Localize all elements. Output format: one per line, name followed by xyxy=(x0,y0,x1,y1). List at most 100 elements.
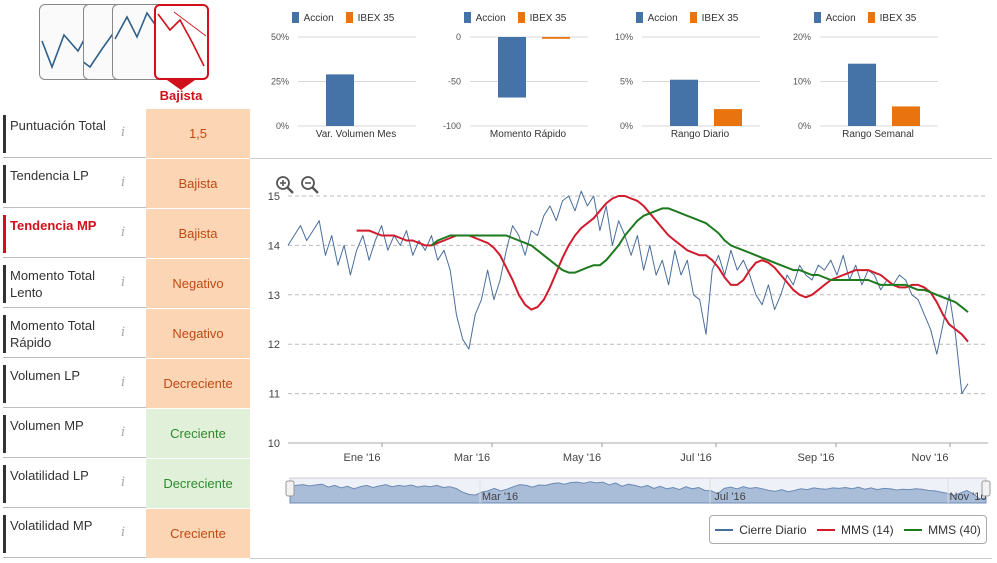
bottom-divider xyxy=(250,558,992,559)
trend-lateral-icon xyxy=(41,24,93,70)
x-tick-label: Ene '16 xyxy=(344,452,381,464)
mini-legend-accion: Accion xyxy=(463,12,506,28)
legend-label: Cierre Diario xyxy=(739,522,807,537)
mini-legend-ibex: IBEX 35 xyxy=(867,12,916,28)
info-icon[interactable]: i xyxy=(121,475,126,490)
trend-selected-label: Bajista xyxy=(159,88,203,103)
y-tick-label: 10% xyxy=(615,32,633,42)
legend-label: MMS (40) xyxy=(928,522,981,537)
navigator-handle-left[interactable] xyxy=(285,480,295,497)
series-line-mms-40 xyxy=(430,207,969,313)
indicator-row: Volumen LP i Decreciente xyxy=(3,359,250,408)
indicator-row: Volumen MP i Creciente xyxy=(3,409,250,458)
trend-option-bajista[interactable] xyxy=(154,4,209,80)
legend-label: MMS (14) xyxy=(840,522,894,537)
indicator-label: Momento Total Rápido xyxy=(10,318,96,350)
bar-accion xyxy=(670,79,698,126)
row-marker xyxy=(3,415,6,453)
indicator-row: Tendencia MP i Bajista xyxy=(3,209,250,258)
navigator-tick-label: Mar '16 xyxy=(482,491,518,503)
bar-ibex xyxy=(892,106,920,126)
y-tick-label: 10 xyxy=(268,438,280,450)
y-tick-label: 0% xyxy=(276,121,289,131)
info-icon[interactable]: i xyxy=(121,275,126,290)
navigator-handle-right[interactable] xyxy=(981,480,991,497)
indicator-row: Puntuación Total i 1,5 xyxy=(3,109,250,158)
indicator-value: Decreciente xyxy=(146,359,250,408)
info-icon[interactable]: i xyxy=(121,225,126,240)
bar-accion xyxy=(498,37,526,98)
info-icon[interactable]: i xyxy=(121,175,126,190)
y-tick-label: 50% xyxy=(271,32,289,42)
row-marker xyxy=(3,165,6,203)
bar-accion xyxy=(326,74,354,126)
mini-legend-accion: Accion xyxy=(813,12,856,28)
indicator-value: Negativo xyxy=(146,309,250,358)
y-tick-label: 20% xyxy=(793,32,811,42)
mini-legend-accion: Accion xyxy=(635,12,678,28)
indicator-value: Bajista xyxy=(146,159,250,208)
row-marker xyxy=(3,515,6,553)
zoom-out-icon[interactable] xyxy=(300,175,320,195)
chart-legend: Cierre Diario MMS (14) MMS (40) xyxy=(709,515,987,544)
series-line-cierre-diario xyxy=(287,190,969,395)
info-icon[interactable]: i xyxy=(121,375,126,390)
info-icon[interactable]: i xyxy=(121,425,126,440)
legend-cierre-diario[interactable]: Cierre Diario xyxy=(715,522,807,537)
mini-chart-title: Var. Volumen Mes xyxy=(315,129,397,140)
x-tick-label: Nov '16 xyxy=(912,452,949,464)
indicator-label: Volumen MP xyxy=(10,418,84,433)
indicator-value: Creciente xyxy=(146,409,250,458)
mini-legend: Accion IBEX 35 xyxy=(780,12,950,28)
y-tick-label: 0% xyxy=(620,121,633,131)
mini-chart-title: Rango Diario xyxy=(670,129,730,140)
indicator-row: Momento Total Lento i Negativo xyxy=(3,259,250,308)
y-tick-label: 11 xyxy=(269,389,280,401)
zoom-in-icon[interactable] xyxy=(275,175,295,195)
mini-bar-chart: Accion IBEX 35 Rango Semanal 20% 10% 0% xyxy=(780,12,950,147)
indicator-label: Momento Total Lento xyxy=(10,268,96,300)
y-tick-label: 0% xyxy=(798,121,811,131)
legend-mms-14[interactable]: MMS (14) xyxy=(816,522,894,537)
trend-lateral-alcista-icon xyxy=(114,11,162,40)
navigator-tick-label: Jul '16 xyxy=(714,491,745,503)
info-icon[interactable]: i xyxy=(121,525,126,540)
y-tick-label: -100 xyxy=(443,121,461,131)
y-tick-label: 12 xyxy=(268,339,280,351)
indicator-label: Tendencia LP xyxy=(10,168,89,183)
y-tick-label: 10% xyxy=(793,77,811,87)
mini-legend: Accion IBEX 35 xyxy=(602,12,772,28)
indicator-label: Volatilidad LP xyxy=(10,468,89,483)
row-marker xyxy=(3,265,6,303)
y-tick-label: 25% xyxy=(271,77,289,87)
mini-legend-ibex: IBEX 35 xyxy=(517,12,566,28)
price-chart[interactable]: 15 14 13 12 11 10 Ene '16 Mar '16 May '16 Jul '16… xyxy=(250,160,992,515)
indicator-label: Volumen LP xyxy=(10,368,81,383)
y-tick-label: 13 xyxy=(268,290,280,302)
row-marker xyxy=(3,115,6,153)
mini-legend-ibex: IBEX 35 xyxy=(689,12,738,28)
indicator-row: Volatilidad MP i Creciente xyxy=(3,509,250,558)
x-tick-label: Mar '16 xyxy=(454,452,490,464)
trend-bajista-icon xyxy=(157,11,207,67)
mini-bar-chart: Accion IBEX 35 Var. Volumen Mes 50% 25% 0% xyxy=(258,12,428,147)
mini-chart-title: Rango Semanal xyxy=(842,129,914,140)
indicator-value: 1,5 xyxy=(146,109,250,158)
info-icon[interactable]: i xyxy=(121,125,126,140)
indicator-label: Tendencia MP xyxy=(10,218,97,233)
trend-pointer xyxy=(167,80,195,90)
indicator-value: Bajista xyxy=(146,209,250,258)
indicator-row: Momento Total Rápido i Negativo xyxy=(3,309,250,358)
info-icon[interactable]: i xyxy=(121,325,126,340)
row-marker xyxy=(3,315,6,353)
x-tick-label: May '16 xyxy=(563,452,601,464)
navigator-series xyxy=(289,481,987,504)
mini-legend-ibex: IBEX 35 xyxy=(345,12,394,28)
y-tick-label: 14 xyxy=(268,240,280,252)
mini-legend: Accion IBEX 35 xyxy=(258,12,428,28)
mini-chart-title: Momento Rápido xyxy=(489,129,567,140)
x-tick-label: Jul '16 xyxy=(680,452,711,464)
mini-legend: Accion IBEX 35 xyxy=(430,12,600,28)
divider xyxy=(250,158,992,159)
legend-mms-40[interactable]: MMS (40) xyxy=(904,523,981,537)
